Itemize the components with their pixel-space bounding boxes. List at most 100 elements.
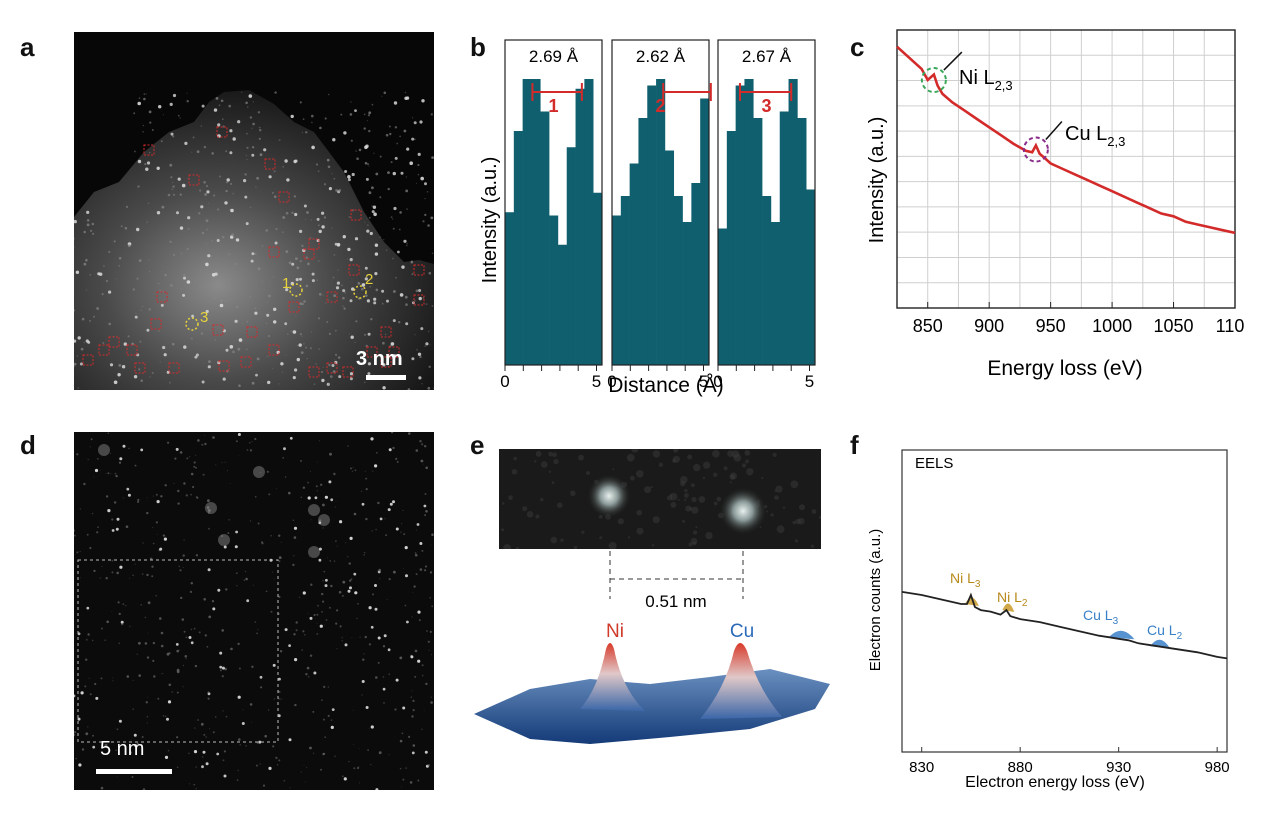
specimen-speckle — [382, 363, 386, 367]
atom-speckle — [310, 519, 312, 521]
specimen-speckle — [272, 276, 274, 278]
atom-speckle — [420, 459, 424, 463]
specimen-speckle — [258, 137, 261, 140]
atom-speckle — [335, 540, 337, 543]
atom-speckle — [388, 754, 390, 756]
atom-speckle — [375, 788, 379, 790]
specimen-speckle — [366, 120, 368, 122]
specimen-speckle — [318, 229, 322, 234]
specimen-speckle — [336, 281, 340, 285]
specimen-speckle — [344, 291, 347, 294]
histogram-frame — [717, 39, 816, 366]
atom-speckle — [74, 694, 76, 698]
specimen-speckle — [252, 101, 254, 103]
atom-speckle — [122, 603, 125, 605]
atom-speckle — [236, 585, 238, 587]
atom-speckle — [377, 636, 381, 640]
specimen-speckle — [387, 364, 389, 367]
specimen-speckle — [428, 365, 431, 368]
specimen-speckle — [284, 322, 288, 326]
atom-speckle — [181, 618, 185, 621]
single-atom-site — [150, 318, 162, 330]
image-noise — [693, 530, 698, 535]
atom-speckle — [238, 455, 240, 457]
atom-speckle — [118, 642, 120, 645]
atom-speckle — [361, 694, 363, 696]
x-tick-label: 900 — [974, 316, 1004, 336]
chart-b-ylabel: Intensity (a.u.) — [479, 157, 501, 284]
atom-speckle — [347, 589, 351, 593]
atom-speckle — [288, 644, 291, 647]
specimen-speckle — [373, 301, 377, 305]
atom-speckle — [201, 756, 204, 758]
atom-speckle — [193, 750, 198, 754]
specimen-speckle — [327, 93, 330, 96]
specimen-speckle — [109, 363, 114, 367]
image-noise — [501, 528, 505, 532]
image-noise — [702, 476, 706, 480]
specimen-speckle — [281, 371, 284, 373]
image-noise — [548, 451, 553, 457]
atom-speckle — [94, 682, 97, 686]
specimen-speckle — [162, 290, 165, 293]
single-atom-site — [108, 336, 120, 348]
specimen-speckle — [318, 292, 322, 296]
specimen-speckle — [96, 307, 99, 310]
specimen-speckle — [254, 252, 257, 256]
atom-speckle — [114, 472, 117, 475]
atom-speckle — [211, 600, 215, 603]
specimen-speckle — [361, 287, 364, 291]
atom-speckle — [374, 607, 378, 611]
specimen-speckle — [317, 170, 320, 173]
specimen-speckle — [298, 343, 302, 347]
specimen-speckle — [388, 125, 391, 128]
specimen-speckle — [317, 317, 321, 320]
atom-speckle — [110, 473, 112, 475]
specimen-speckle — [265, 322, 268, 325]
specimen-speckle — [267, 334, 271, 338]
atom-speckle — [136, 653, 138, 655]
atom-speckle — [301, 649, 303, 651]
specimen-speckle — [222, 377, 226, 381]
atom-speckle — [235, 530, 239, 534]
atom-speckle — [166, 652, 170, 656]
atom-speckle — [217, 588, 221, 592]
specimen-speckle — [349, 258, 353, 262]
image-noise — [792, 520, 796, 525]
specimen-speckle — [93, 315, 95, 318]
atom-speckle — [111, 529, 115, 532]
atom-speckle — [173, 482, 175, 484]
specimen-speckle — [274, 241, 278, 245]
specimen-speckle — [358, 148, 362, 152]
micrograph-d-image — [74, 432, 434, 790]
atom-speckle — [388, 673, 391, 675]
specimen-speckle — [117, 373, 121, 377]
specimen-speckle — [203, 286, 206, 288]
atom-speckle — [357, 602, 359, 605]
atom-speckle — [204, 434, 206, 436]
atom-speckle — [300, 459, 302, 462]
histogram-bar — [682, 222, 692, 365]
specimen-speckle — [203, 145, 207, 149]
atom-speckle — [368, 727, 370, 729]
atom-speckle — [418, 619, 421, 622]
atom-speckle — [412, 699, 415, 702]
atom-speckle — [370, 725, 374, 729]
specimen-speckle — [311, 121, 313, 124]
atom-speckle — [151, 565, 154, 568]
image-noise — [684, 493, 689, 498]
x-tick-label: 1050 — [1154, 316, 1194, 336]
histogram-bar — [638, 118, 648, 365]
atom-speckle — [336, 609, 339, 612]
atom-speckle — [334, 755, 336, 758]
atom-speckle — [423, 709, 425, 711]
specimen-speckle — [134, 315, 138, 319]
single-atom-site — [82, 354, 94, 366]
atom-speckle — [399, 739, 403, 743]
atom-speckle — [205, 736, 207, 738]
specimen-speckle — [257, 267, 261, 271]
atom-speckle — [408, 432, 411, 435]
specimen-speckle — [149, 376, 151, 378]
atom-speckle — [336, 545, 338, 547]
specimen-speckle — [76, 355, 79, 357]
